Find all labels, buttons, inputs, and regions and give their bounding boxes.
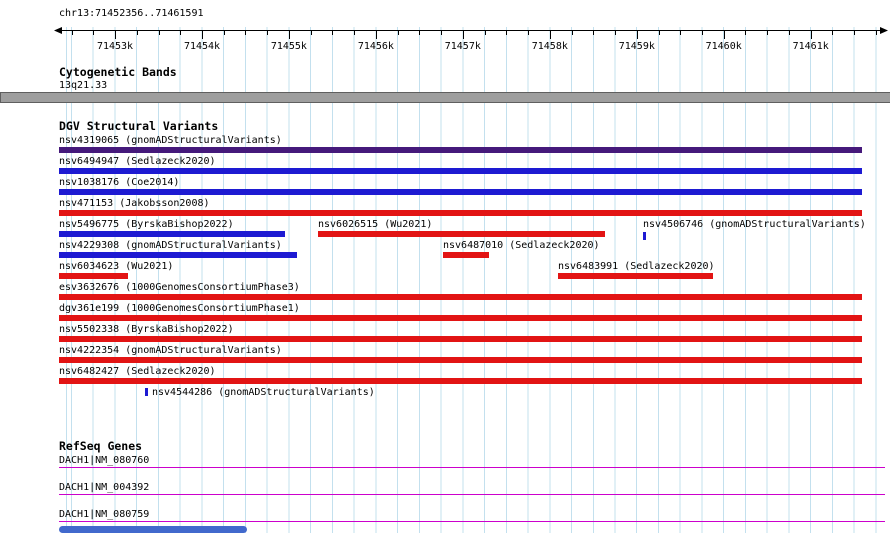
variant-bar[interactable] xyxy=(558,273,713,279)
ruler-tick-label: 71455k xyxy=(270,41,307,52)
variant-label: nsv5496775 (ByrskaBishop2022) xyxy=(59,219,234,230)
variant-bar[interactable] xyxy=(59,315,862,321)
ruler-minor-tick xyxy=(854,31,856,35)
ruler-major-tick xyxy=(288,31,290,39)
variant-bar[interactable] xyxy=(318,231,605,237)
ruler-major-tick xyxy=(375,31,377,39)
ruler-minor-tick xyxy=(267,31,269,35)
variant-label: nsv5502338 (ByrskaBishop2022) xyxy=(59,324,234,335)
ruler-minor-tick xyxy=(484,31,486,35)
variant-bar[interactable] xyxy=(59,336,862,342)
ruler-major-tick xyxy=(723,31,725,39)
ruler-minor-tick xyxy=(702,31,703,35)
ruler-minor-tick xyxy=(615,31,616,35)
variant-label: nsv6494947 (Sedlazeck2020) xyxy=(59,156,216,167)
ruler-tick-label: 71454k xyxy=(183,41,221,52)
ruler-major-tick xyxy=(636,31,638,39)
ruler-minor-tick xyxy=(71,31,73,35)
variant-bar[interactable] xyxy=(59,252,297,258)
ruler-minor-tick xyxy=(680,31,682,35)
ruler-tick-label: 71459k xyxy=(618,41,655,52)
variant-bar[interactable] xyxy=(59,378,862,384)
variant-label: nsv1038176 (Coe2014) xyxy=(59,177,180,188)
variant-label: nsv6482427 (Sedlazeck2020) xyxy=(59,366,216,377)
ruler-tick-label: 71457k xyxy=(444,41,481,52)
ruler-minor-tick xyxy=(593,31,595,35)
ruler-minor-tick xyxy=(245,31,247,35)
gene-line[interactable] xyxy=(59,494,885,495)
ruler-minor-tick xyxy=(158,31,160,35)
ruler-minor-tick xyxy=(875,31,877,35)
cytoband-label: 13q21.33 xyxy=(59,80,108,91)
ruler-minor-tick xyxy=(180,31,182,35)
ruler-tick-label: 71456k xyxy=(357,41,394,52)
variant-label: nsv4222354 (gnomADStructuralVariants) xyxy=(59,345,282,356)
gene-line[interactable] xyxy=(59,521,885,522)
ruler-minor-tick xyxy=(310,31,312,35)
ruler-minor-tick xyxy=(223,31,225,35)
ruler-minor-tick xyxy=(832,31,834,35)
ruler[interactable] xyxy=(0,27,890,35)
section-title-cytogenetic-bands: Cytogenetic Bands xyxy=(59,65,177,79)
variant-bar[interactable] xyxy=(59,231,285,237)
ruler-minor-tick xyxy=(506,31,508,35)
ruler-minor-tick xyxy=(571,31,573,35)
ruler-minor-tick xyxy=(767,31,769,35)
section-title-dgv-structural-variants: DGV Structural Variants xyxy=(59,119,219,133)
ruler-major-tick xyxy=(115,31,116,39)
ruler-minor-tick xyxy=(745,31,747,35)
variant-label: nsv6487010 (Sedlazeck2020) xyxy=(443,240,600,251)
horizontal-scrollbar-thumb[interactable] xyxy=(59,526,247,533)
variant-label: nsv6483991 (Sedlazeck2020) xyxy=(558,261,715,272)
ruler-minor-tick xyxy=(528,31,529,35)
ruler-minor-tick xyxy=(441,31,443,35)
cytoband-bar[interactable] xyxy=(0,92,890,103)
gene-line[interactable] xyxy=(59,467,885,468)
gene-label: DACH1|NM_080760 xyxy=(59,455,150,466)
variant-bar[interactable] xyxy=(59,357,862,363)
variant-bar[interactable] xyxy=(59,189,862,195)
ruler-minor-tick xyxy=(332,31,334,35)
variant-label: esv3632676 (1000GenomesConsortiumPhase3) xyxy=(59,282,300,293)
region-position-label: chr13:71452356..71461591 xyxy=(59,8,204,19)
variant-bar[interactable] xyxy=(443,252,489,258)
ruler-minor-tick xyxy=(788,31,790,35)
section-title-refseq-genes: RefSeq Genes xyxy=(59,439,143,453)
variant-tick[interactable] xyxy=(643,232,646,240)
ruler-left-arrow-icon xyxy=(54,27,62,34)
variant-bar[interactable] xyxy=(59,210,862,216)
ruler-major-tick xyxy=(201,31,203,39)
variant-label: nsv4506746 (gnomADStructuralVariants) xyxy=(643,219,866,230)
variant-label: dgv361e199 (1000GenomesConsortiumPhase1) xyxy=(59,303,300,314)
variant-bar[interactable] xyxy=(59,294,862,300)
ruler-right-arrow-icon xyxy=(880,27,888,34)
ruler-minor-tick xyxy=(658,31,660,35)
variant-label: nsv4544286 (gnomADStructuralVariants) xyxy=(152,387,375,398)
gene-label: DACH1|NM_080759 xyxy=(59,509,150,520)
ruler-major-tick xyxy=(810,31,812,39)
ruler-tick-label: 71453k xyxy=(96,41,134,52)
ruler-minor-tick xyxy=(419,31,421,35)
variant-tick[interactable] xyxy=(145,388,148,396)
gene-label: DACH1|NM_004392 xyxy=(59,482,150,493)
variant-label: nsv4319065 (gnomADStructuralVariants) xyxy=(59,135,282,146)
ruler-minor-tick xyxy=(93,31,95,35)
ruler-major-tick xyxy=(462,31,464,39)
ruler-major-tick xyxy=(549,31,551,39)
variant-label: nsv6026515 (Wu2021) xyxy=(318,219,433,230)
variant-bar[interactable] xyxy=(59,147,862,153)
variant-label: nsv4229308 (gnomADStructuralVariants) xyxy=(59,240,282,251)
variant-label: nsv471153 (Jakobsson2008) xyxy=(59,198,210,209)
ruler-ticks: 71453k 71454k 71455k 71456k 71457k 71458k 7145… xyxy=(0,31,890,55)
variant-label: nsv6034623 (Wu2021) xyxy=(59,261,174,272)
ruler-minor-tick xyxy=(354,31,356,35)
ruler-tick-label: 71461k xyxy=(792,41,829,52)
ruler-tick-label: 71458k xyxy=(531,41,568,52)
ruler-tick-label: 71460k xyxy=(705,41,742,52)
ruler-minor-tick xyxy=(136,31,138,35)
variant-bar[interactable] xyxy=(59,168,862,174)
ruler-minor-tick xyxy=(397,31,399,35)
variant-bar[interactable] xyxy=(59,273,128,279)
